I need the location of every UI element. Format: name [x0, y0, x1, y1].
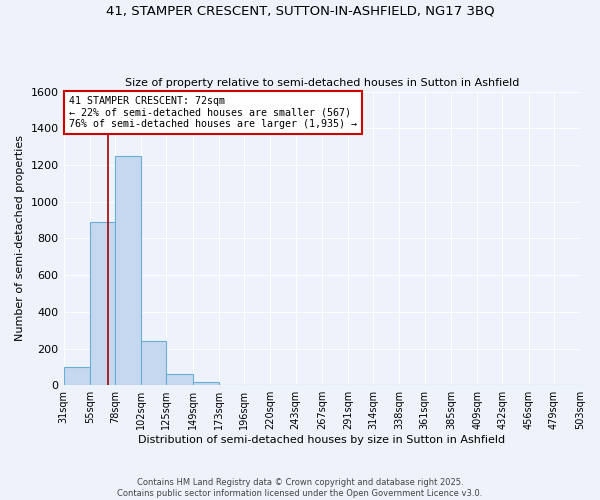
Bar [90, 222, 115, 385]
Bar [64, 367, 90, 385]
Bar [115, 156, 141, 385]
Text: Contains HM Land Registry data © Crown copyright and database right 2025.
Contai: Contains HM Land Registry data © Crown c… [118, 478, 482, 498]
Text: 41, STAMPER CRESCENT, SUTTON-IN-ASHFIELD, NG17 3BQ: 41, STAMPER CRESCENT, SUTTON-IN-ASHFIELD… [106, 5, 494, 18]
Y-axis label: Number of semi-detached properties: Number of semi-detached properties [15, 136, 25, 342]
Title: Size of property relative to semi-detached houses in Sutton in Ashfield: Size of property relative to semi-detach… [125, 78, 519, 88]
X-axis label: Distribution of semi-detached houses by size in Sutton in Ashfield: Distribution of semi-detached houses by … [138, 435, 505, 445]
Bar [141, 341, 166, 385]
Text: 41 STAMPER CRESCENT: 72sqm
← 22% of semi-detached houses are smaller (567)
76% o: 41 STAMPER CRESCENT: 72sqm ← 22% of semi… [69, 96, 357, 129]
Bar [166, 374, 193, 385]
Bar [193, 382, 219, 385]
